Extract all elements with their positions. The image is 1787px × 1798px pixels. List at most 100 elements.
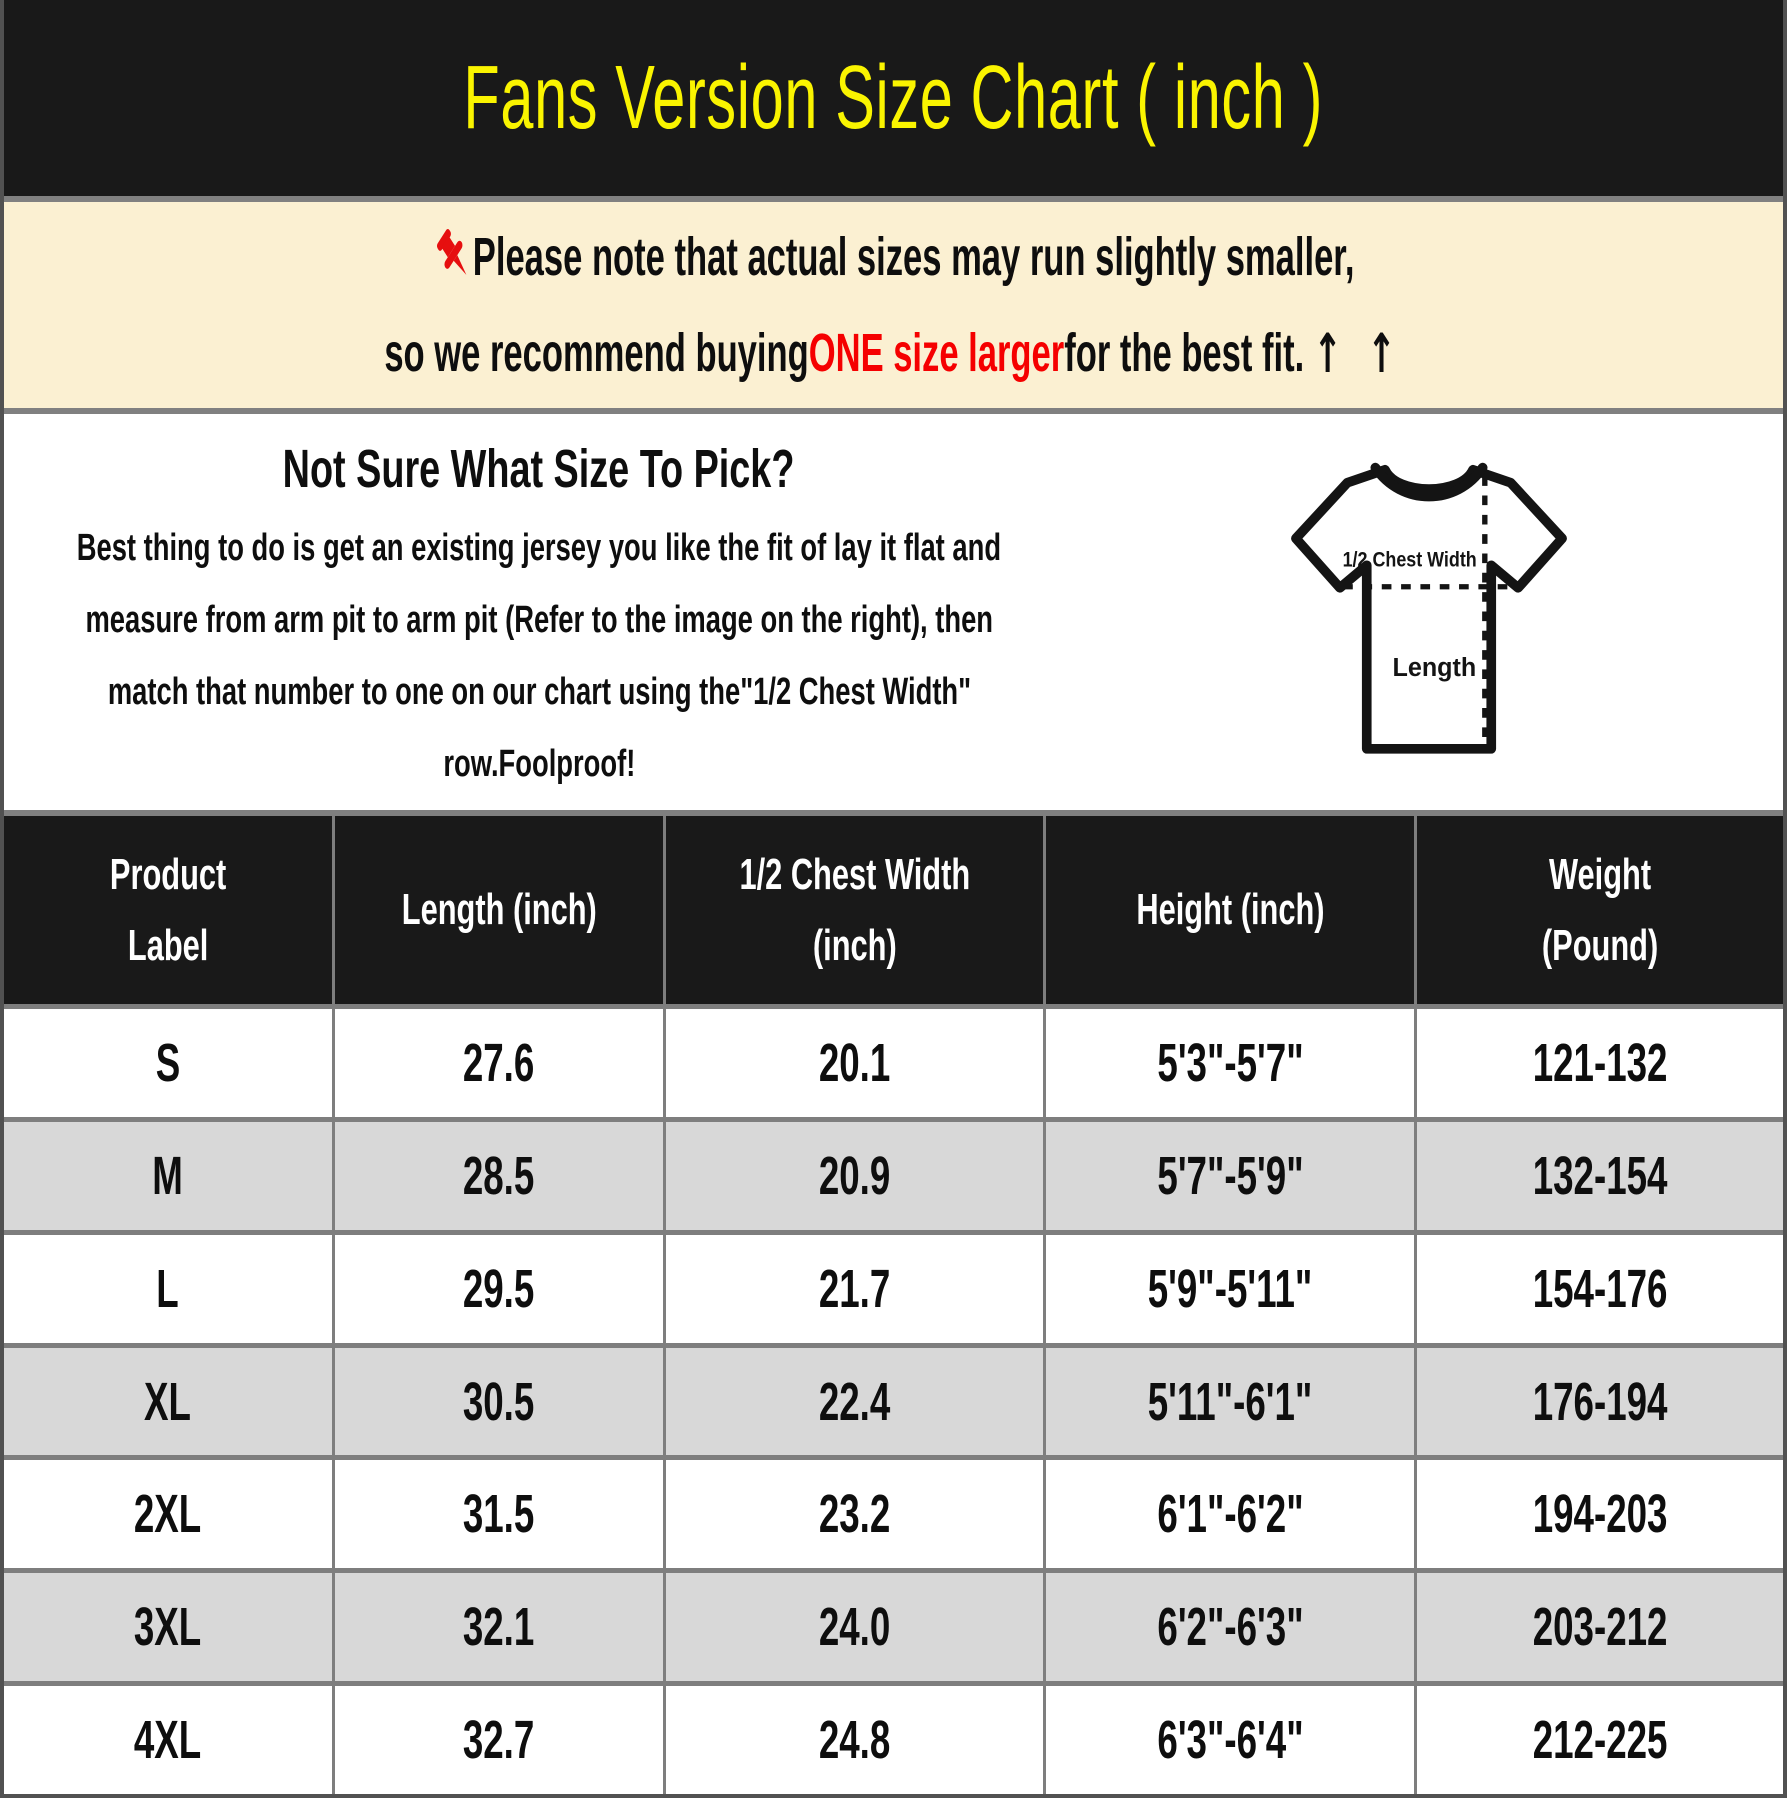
- section-divider: [4, 196, 1783, 202]
- tshirt-measurement-icon: 1/2 Chest Width Length: [1290, 462, 1567, 754]
- notice-text-1: Please note that actual sizes may run sl…: [472, 226, 1355, 287]
- header-line: Length (inch): [401, 885, 597, 935]
- section-divider: [4, 810, 1783, 816]
- cell-text: 22.4: [818, 1371, 891, 1432]
- tshirt-diagram: 1/2 Chest Width Length: [1074, 414, 1783, 810]
- size-cell-height: 6'2"-6'3": [1046, 1573, 1417, 1682]
- cell-text: 21.7: [818, 1258, 891, 1319]
- size-cell-length: 30.5: [335, 1347, 666, 1456]
- cell-text: 32.7: [463, 1710, 535, 1771]
- size-table-header: Product Label Length (inch) 1/2 Chest Wi…: [4, 816, 1783, 1004]
- column-header-height: Height (inch): [1046, 816, 1417, 1004]
- size-cell-height: 6'3"-6'4": [1046, 1686, 1417, 1794]
- cell-text: 20.9: [818, 1145, 891, 1206]
- size-cell-label: 2XL: [4, 1460, 335, 1569]
- header-line: Weight: [1548, 849, 1651, 899]
- guide-section: Not Sure What Size To Pick? Best thing t…: [4, 414, 1783, 810]
- guide-body-line: match that number to one on our chart us…: [107, 671, 971, 713]
- cell-text: 24.8: [818, 1710, 891, 1771]
- header-line: 1/2 Chest Width: [739, 849, 971, 899]
- size-cell-label: S: [4, 1009, 335, 1117]
- guide-text-column: Not Sure What Size To Pick? Best thing t…: [4, 414, 1074, 810]
- chest-width-label: 1/2 Chest Width: [1342, 547, 1476, 571]
- header-line: Label: [127, 921, 209, 970]
- guide-heading: Not Sure What Size To Pick?: [283, 439, 795, 499]
- cell-text: 194-203: [1532, 1484, 1668, 1545]
- size-cell-length: 28.5: [335, 1121, 666, 1230]
- cell-text: 23.2: [818, 1484, 891, 1545]
- column-header-product-label: Product Label: [4, 816, 335, 1004]
- cell-text: 24.0: [818, 1597, 891, 1658]
- table-row: XL 30.5 22.4 5'11"-6'1" 176-194: [4, 1342, 1783, 1456]
- cell-text: 28.5: [463, 1145, 535, 1206]
- size-cell-weight: 194-203: [1417, 1460, 1783, 1568]
- guide-body-line: Best thing to do is get an existing jers…: [76, 527, 1002, 569]
- notice-line-2: so we recommend buying ONE size larger f…: [385, 322, 1403, 385]
- size-cell-chest: 22.4: [666, 1347, 1047, 1456]
- guide-body-line: measure from arm pit to arm pit (Refer t…: [85, 599, 993, 641]
- cell-text: 30.5: [463, 1371, 535, 1432]
- size-cell-height: 5'9"-5'11": [1046, 1234, 1417, 1343]
- size-cell-label: M: [4, 1121, 335, 1230]
- cell-text: S: [155, 1032, 181, 1093]
- cell-text: 6'2"-6'3": [1156, 1597, 1304, 1658]
- cell-text: 27.6: [463, 1032, 535, 1093]
- page-title: Fans Version Size Chart ( inch ): [463, 47, 1324, 148]
- cell-text: 176-194: [1532, 1371, 1668, 1432]
- size-table-body: S 27.6 20.1 5'3"-5'7" 121-132 M 28.5 20.9 5'7"-5…: [4, 1004, 1783, 1794]
- size-cell-chest: 20.9: [666, 1121, 1047, 1230]
- guide-body-line: row.Foolproof!: [443, 743, 635, 785]
- cell-text: 212-225: [1532, 1710, 1668, 1771]
- notice-line-1: Please note that actual sizes may run sl…: [433, 226, 1354, 288]
- cell-text: 154-176: [1532, 1258, 1668, 1319]
- size-table: Product Label Length (inch) 1/2 Chest Wi…: [4, 816, 1783, 1794]
- column-header-chest-width: 1/2 Chest Width (inch): [666, 816, 1047, 1004]
- cell-text: 5'3"-5'7": [1156, 1032, 1304, 1093]
- header-line: Height (inch): [1135, 885, 1325, 935]
- size-cell-length: 32.1: [335, 1573, 666, 1682]
- cell-text: 4XL: [134, 1710, 202, 1771]
- size-cell-length: 29.5: [335, 1234, 666, 1343]
- title-bar: Fans Version Size Chart ( inch ): [4, 0, 1783, 196]
- cell-text: 31.5: [463, 1484, 535, 1545]
- cell-text: 203-212: [1532, 1597, 1668, 1658]
- notice-section: Please note that actual sizes may run sl…: [4, 202, 1783, 408]
- notice-text-2a: so we recommend buying: [384, 323, 809, 383]
- table-row: 2XL 31.5 23.2 6'1"-6'2" 194-203: [4, 1455, 1783, 1569]
- cell-text: 5'11"-6'1": [1147, 1371, 1313, 1432]
- cell-text: 29.5: [463, 1258, 535, 1319]
- size-cell-chest: 21.7: [666, 1234, 1047, 1343]
- up-arrows: ↑ ↑: [1313, 321, 1403, 385]
- cell-text: 5'9"-5'11": [1147, 1258, 1313, 1319]
- size-cell-label: 3XL: [4, 1573, 335, 1682]
- cell-text: 20.1: [818, 1032, 891, 1093]
- size-cell-height: 5'11"-6'1": [1046, 1347, 1417, 1456]
- size-cell-chest: 23.2: [666, 1460, 1047, 1569]
- pushpin-icon: [436, 228, 467, 275]
- size-cell-chest: 24.0: [666, 1573, 1047, 1682]
- size-cell-label: L: [4, 1234, 335, 1343]
- cell-text: 132-154: [1532, 1145, 1668, 1206]
- size-cell-weight: 212-225: [1417, 1686, 1783, 1794]
- cell-text: M: [152, 1145, 184, 1206]
- table-row: S 27.6 20.1 5'3"-5'7" 121-132: [4, 1004, 1783, 1117]
- one-size-larger-highlight: ONE size larger: [808, 323, 1065, 383]
- size-cell-length: 32.7: [335, 1686, 666, 1794]
- notice-text-2b: for the best fit.: [1064, 323, 1305, 383]
- size-cell-height: 5'3"-5'7": [1046, 1009, 1417, 1117]
- cell-text: 121-132: [1532, 1032, 1668, 1093]
- size-cell-label: 4XL: [4, 1686, 335, 1794]
- header-line: (inch): [812, 921, 897, 970]
- size-cell-chest: 24.8: [666, 1686, 1047, 1794]
- cell-text: 3XL: [134, 1597, 202, 1658]
- table-row: 3XL 32.1 24.0 6'2"-6'3" 203-212: [4, 1568, 1783, 1682]
- table-row: L 29.5 21.7 5'9"-5'11" 154-176: [4, 1229, 1783, 1343]
- cell-text: L: [156, 1258, 180, 1319]
- header-line: Product: [109, 849, 227, 899]
- size-cell-weight: 176-194: [1417, 1348, 1783, 1456]
- size-cell-label: XL: [4, 1347, 335, 1456]
- size-cell-weight: 132-154: [1417, 1122, 1783, 1230]
- table-row: M 28.5 20.9 5'7"-5'9" 132-154: [4, 1116, 1783, 1230]
- column-header-length: Length (inch): [335, 816, 666, 1004]
